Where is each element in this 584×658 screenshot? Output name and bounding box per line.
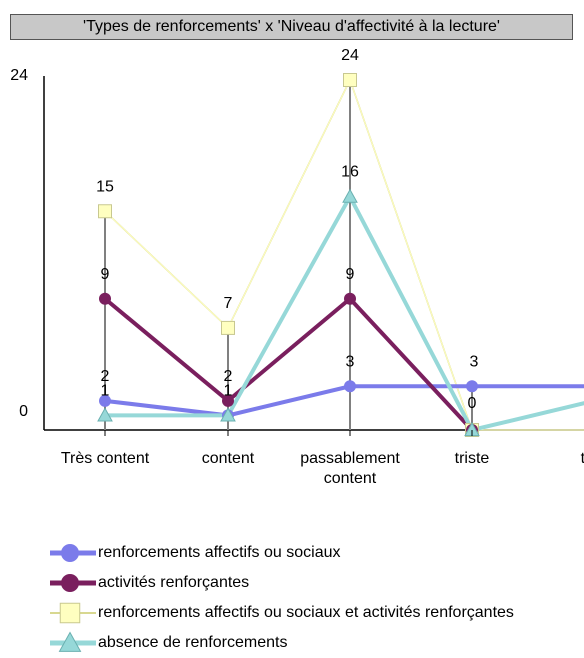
data-point [343,73,357,87]
data-label: 2 [101,368,110,385]
chart-axes [43,76,584,431]
tick-labels: 0 24 Très content content passablement conten… [10,67,584,487]
data-label: 15 [96,178,114,195]
legend-label: activités renforçantes [98,574,250,591]
x-tick-label: Très content [61,450,150,467]
x-tick-label: content [202,450,255,467]
legend-marker [61,574,79,592]
x-tick-label: triste [455,450,490,467]
data-point [220,407,236,422]
data-label: 1 [224,382,233,399]
data-point [222,394,234,407]
data-point [466,380,478,393]
data-point [97,407,113,422]
series-line [104,384,584,418]
legend-label: renforcements affectifs ou sociaux [98,544,341,561]
drop-lines [104,80,473,430]
data-point [221,320,235,335]
chart-title: 'Types de renforcements' x 'Niveau d'aff… [10,14,573,40]
legend-swatch [50,602,96,624]
data-label: 1 [101,382,110,399]
y-tick-label: 0 [19,403,28,420]
series-line-inner [104,78,584,431]
data-label: 24 [341,47,359,64]
legend-marker [59,602,81,624]
data-label: 7 [224,295,233,312]
data-point [99,292,111,305]
legend-marker [58,631,82,652]
legend-swatch [50,574,96,592]
series-line [104,78,584,431]
data-point [99,394,111,407]
legend-item: absence de renforcements [48,628,514,658]
chart-legend: renforcements affectifs ou sociaux activi… [48,538,514,658]
legend-marker [61,544,79,562]
legend-item: renforcements affectifs ou sociaux [48,538,514,568]
data-label: 2 [224,368,233,385]
data-label: 16 [341,164,359,181]
data-label: 3 [470,353,479,370]
legend-item: renforcements affectifs ou sociaux et ac… [48,598,514,628]
data-point [98,204,112,219]
legend-item: activités renforçantes [48,568,514,598]
x-tick-label: content [324,470,377,487]
series-line [103,295,474,432]
data-label: 3 [346,353,355,370]
x-tick-label: passablement [300,450,400,467]
data-label: 9 [346,266,355,283]
x-tick-label: très [581,450,584,467]
data-point [344,380,356,393]
data-point [342,188,358,203]
legend-label: absence de renforcements [98,634,288,651]
data-label: 0 [468,395,477,412]
data-labels: 2 3 3 9 2 9 0 15 7 24 1 1 16 [96,47,478,412]
y-tick-label: 24 [10,67,28,84]
legend-swatch [50,631,96,652]
legend-label: renforcements affectifs ou sociaux et ac… [98,604,514,621]
series-line [105,192,584,433]
series-lines [103,78,584,433]
legend-swatch [50,544,96,562]
series-markers [97,73,480,437]
data-label: 9 [101,266,110,283]
data-point [344,292,356,305]
